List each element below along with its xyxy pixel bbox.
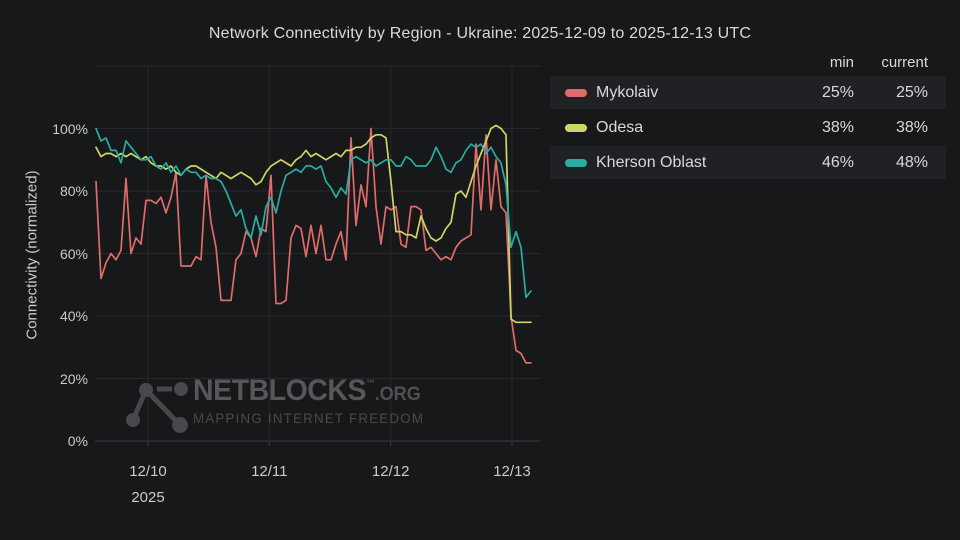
legend-row[interactable]: Kherson Oblast 46% 48%: [550, 146, 946, 179]
y-axis-tick: 0%: [67, 433, 88, 449]
legend-column-min: min: [829, 53, 854, 71]
chart-series: [95, 124, 532, 364]
horizontal-gridlines: [95, 65, 540, 442]
y-axis-tick: 80%: [59, 183, 88, 199]
page-title: Network Connectivity by Region - Ukraine…: [208, 25, 752, 42]
watermark-suffix: .ORG: [374, 384, 421, 405]
legend-header: min current: [550, 50, 946, 74]
y-axis-tick: 40%: [59, 308, 88, 324]
legend-series-name: Odesa: [596, 118, 644, 136]
watermark-brand: NETBLOCKS: [193, 374, 367, 407]
legend-row[interactable]: Odesa 38% 38%: [550, 111, 946, 144]
series-line-odesa[interactable]: [95, 124, 532, 324]
y-axis-tick: 100%: [52, 120, 88, 137]
trademark-symbol: ™: [366, 378, 375, 388]
legend-min-value: 46%: [821, 153, 854, 171]
y-axis-tick: 60%: [59, 245, 88, 262]
legend-current-value: 38%: [895, 118, 928, 136]
legend-column-current: current: [881, 53, 928, 71]
netblocks-logo-icon: [126, 382, 188, 433]
legend-swatch-icon: [565, 88, 587, 97]
x-axis-tickmarks: [147, 441, 513, 446]
legend-table: min current Mykolaiv 25% 25% Odesa 38% 38% Khe…: [550, 50, 946, 181]
legend-swatch-icon: [565, 123, 587, 132]
x-axis-tick: 12/10: [129, 463, 167, 480]
legend-min-value: 38%: [821, 118, 854, 136]
x-axis-tick: 12/11: [251, 463, 288, 480]
series-line-kherson-oblast[interactable]: [95, 127, 532, 299]
legend-series-name: Kherson Oblast: [596, 153, 707, 171]
watermark-tagline: MAPPING INTERNET FREEDOM: [193, 410, 425, 426]
series-line-mykolaiv[interactable]: [95, 127, 532, 364]
x-axis-tick: 12/13: [493, 463, 531, 480]
legend-current-value: 48%: [895, 153, 928, 171]
y-axis-tick: 20%: [59, 370, 88, 387]
legend-swatch-icon: [565, 158, 587, 167]
legend-row[interactable]: Mykolaiv 25% 25%: [550, 76, 946, 109]
netblocks-watermark: NETBLOCKS™.ORG MAPPING INTERNET FREEDOM: [126, 376, 436, 438]
vertical-gridlines: [147, 66, 513, 441]
legend-min-value: 25%: [821, 83, 854, 101]
legend-current-value: 25%: [895, 83, 928, 101]
legend-series-name: Mykolaiv: [596, 83, 659, 101]
x-axis-year: 2025: [131, 489, 165, 506]
x-axis-tick: 12/12: [371, 463, 410, 480]
